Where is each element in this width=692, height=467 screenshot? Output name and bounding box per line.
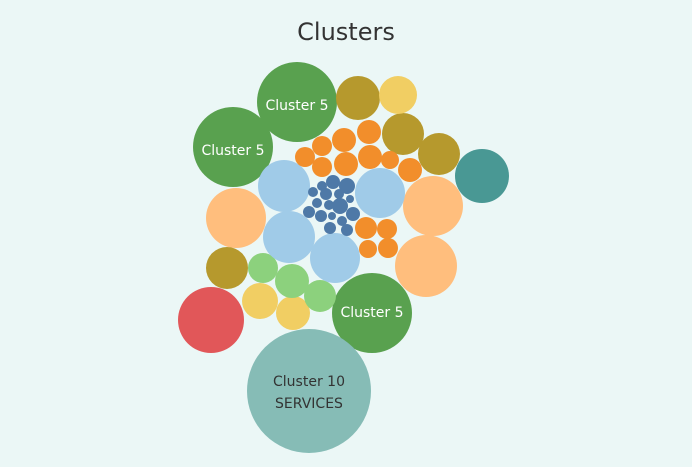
bubble-peach[interactable] bbox=[206, 188, 266, 248]
bubble-orange[interactable] bbox=[312, 157, 332, 177]
bubble-orange[interactable] bbox=[332, 128, 356, 152]
bubble-cluster-5-green[interactable] bbox=[332, 273, 412, 353]
bubble-yellow[interactable] bbox=[379, 76, 417, 114]
bubble-label-line: Cluster 5 bbox=[265, 98, 328, 114]
bubble-dark-blue[interactable] bbox=[326, 175, 340, 189]
bubble-dark-blue[interactable] bbox=[339, 178, 355, 194]
bubble-olive[interactable] bbox=[418, 133, 460, 175]
bubble-label: Cluster 5 bbox=[340, 305, 403, 321]
bubble-orange[interactable] bbox=[358, 145, 382, 169]
bubble-label: Cluster 10 SERVICES bbox=[273, 374, 345, 412]
bubble-light-green[interactable] bbox=[304, 280, 336, 312]
bubble-dark-blue[interactable] bbox=[346, 207, 360, 221]
bubble-dark-blue[interactable] bbox=[341, 224, 353, 236]
bubble-label-line: Cluster 5 bbox=[201, 143, 264, 159]
bubble-light-blue[interactable] bbox=[263, 211, 315, 263]
bubble-label: Cluster 5 bbox=[265, 98, 328, 114]
bubble-dark-blue[interactable] bbox=[328, 212, 336, 220]
bubble-label-line: Cluster 10 bbox=[273, 374, 345, 390]
bubble-orange[interactable] bbox=[398, 158, 422, 182]
bubble-orange[interactable] bbox=[312, 136, 332, 156]
bubble-light-blue[interactable] bbox=[355, 168, 405, 218]
bubble-orange[interactable] bbox=[334, 152, 358, 176]
bubble-yellow[interactable] bbox=[276, 296, 310, 330]
bubble-olive[interactable] bbox=[336, 76, 380, 120]
bubble-dark-blue[interactable] bbox=[324, 222, 336, 234]
bubble-olive[interactable] bbox=[382, 113, 424, 155]
bubble-dark-blue[interactable] bbox=[303, 206, 315, 218]
bubble-light-green[interactable] bbox=[275, 264, 309, 298]
bubble-dark-blue[interactable] bbox=[346, 195, 354, 203]
bubble-peach[interactable] bbox=[403, 176, 463, 236]
bubble-label-line: Cluster 5 bbox=[340, 305, 403, 321]
bubble-teal[interactable] bbox=[455, 149, 509, 203]
bubble-dark-blue[interactable] bbox=[308, 187, 318, 197]
bubble-label: Cluster 5 bbox=[201, 143, 264, 159]
bubble-peach[interactable] bbox=[395, 235, 457, 297]
bubble-orange[interactable] bbox=[377, 219, 397, 239]
bubble-orange[interactable] bbox=[381, 151, 399, 169]
bubble-red[interactable] bbox=[178, 287, 244, 353]
bubble-dark-blue[interactable] bbox=[315, 210, 327, 222]
bubble-dark-blue[interactable] bbox=[332, 198, 348, 214]
bubble-orange[interactable] bbox=[357, 120, 381, 144]
bubble-label-line: SERVICES bbox=[275, 396, 343, 412]
bubble-cluster-5-green[interactable] bbox=[193, 107, 273, 187]
bubble-light-blue[interactable] bbox=[310, 233, 360, 283]
bubble-dark-blue[interactable] bbox=[324, 200, 334, 210]
bubble-orange[interactable] bbox=[295, 147, 315, 167]
bubble-olive[interactable] bbox=[206, 247, 248, 289]
bubble-light-blue[interactable] bbox=[258, 160, 310, 212]
bubble-dark-blue[interactable] bbox=[312, 198, 322, 208]
bubble-services-teal[interactable] bbox=[247, 329, 371, 453]
bubble-orange[interactable] bbox=[359, 240, 377, 258]
bubble-dark-blue[interactable] bbox=[337, 216, 347, 226]
bubble-cluster-5-green[interactable] bbox=[257, 62, 337, 142]
bubble-dark-blue[interactable] bbox=[320, 188, 332, 200]
chart-title: Clusters bbox=[297, 18, 395, 46]
bubble-orange[interactable] bbox=[378, 238, 398, 258]
bubble-dark-blue[interactable] bbox=[334, 189, 344, 199]
bubble-light-green[interactable] bbox=[248, 253, 278, 283]
bubble-yellow[interactable] bbox=[242, 283, 278, 319]
bubble-orange[interactable] bbox=[355, 217, 377, 239]
